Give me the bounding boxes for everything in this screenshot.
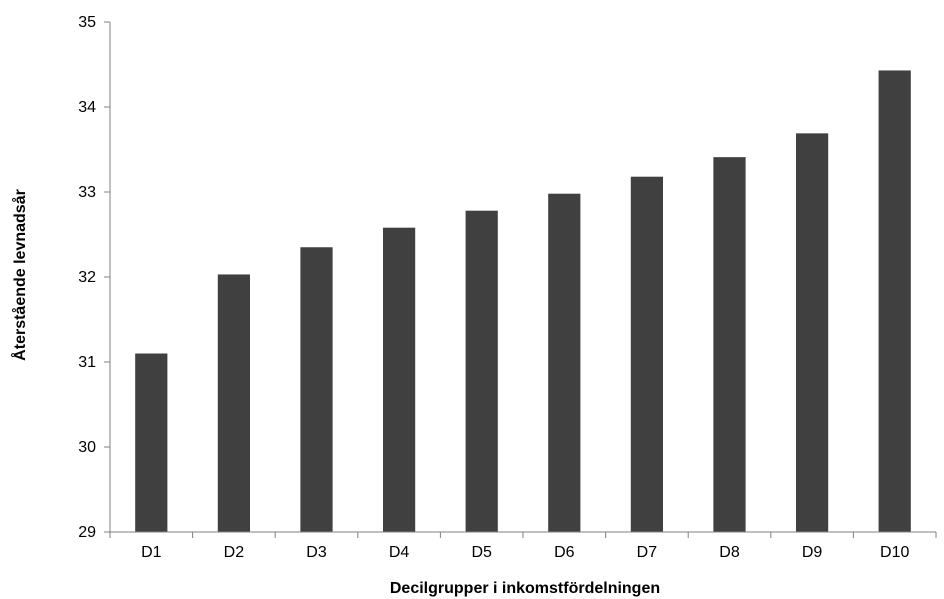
y-tick-label: 31 (78, 354, 96, 371)
y-tick-label: 35 (78, 14, 96, 31)
axes (104, 21, 937, 538)
bar-d8 (713, 157, 746, 532)
x-tick-label-d6: D6 (554, 544, 575, 561)
bar-d5 (465, 210, 498, 532)
y-tick-label: 30 (78, 439, 96, 456)
bar-d3 (300, 247, 333, 532)
y-tick-label: 34 (78, 99, 96, 116)
tick-labels: 29 30 31 32 33 34 35 D1 D2 D3 D4 D5 D6 D7 D8 D9 D10 (78, 14, 909, 561)
y-tick-label: 33 (78, 184, 96, 201)
bar-d2 (217, 274, 250, 532)
x-tick-label-d5: D5 (471, 544, 492, 561)
x-tick-label-d10: D10 (880, 544, 909, 561)
y-tick-label: 29 (78, 524, 96, 541)
x-tick-label-d7: D7 (637, 544, 658, 561)
bar-d1 (135, 353, 168, 532)
x-tick-label-d4: D4 (389, 544, 410, 561)
x-axis-title: Decilgrupper i inkomstfördelningen (390, 580, 660, 597)
bar-d7 (630, 176, 663, 532)
x-tick-label-d1: D1 (141, 544, 162, 561)
bar-d4 (382, 227, 416, 532)
y-tick-label: 32 (78, 269, 96, 286)
bars (135, 70, 911, 532)
x-tick-label-d3: D3 (306, 544, 327, 561)
bar-d9 (795, 133, 829, 532)
x-tick-label-d9: D9 (802, 544, 823, 561)
y-axis-title: Återstående levnadsår (10, 189, 29, 361)
bar-d10 (878, 70, 911, 532)
x-tick-label-d8: D8 (719, 544, 740, 561)
x-tick-label-d2: D2 (224, 544, 245, 561)
bar-d6 (548, 193, 581, 532)
